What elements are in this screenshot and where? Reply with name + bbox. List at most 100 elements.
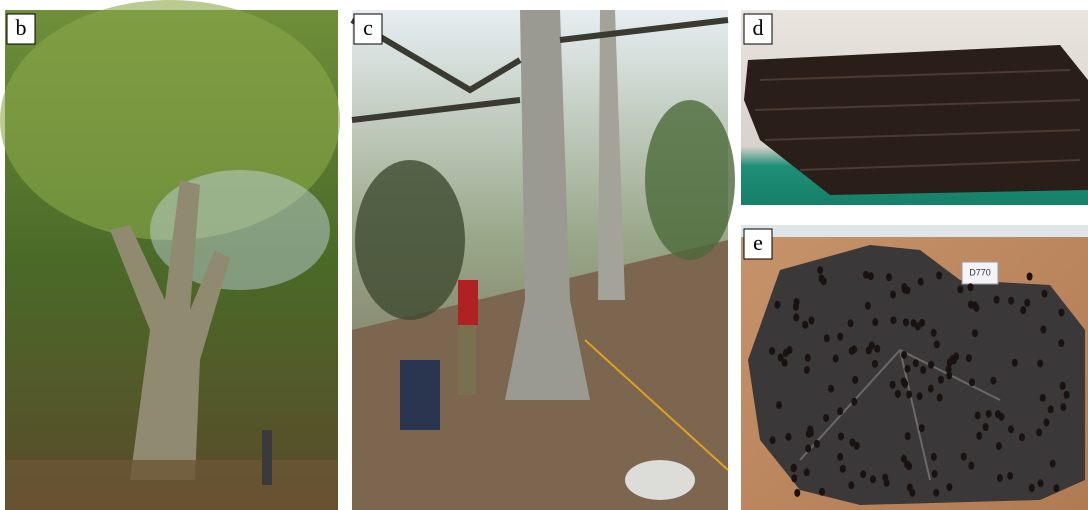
hole (1043, 419, 1049, 427)
hole (917, 392, 923, 400)
hole (997, 474, 1003, 482)
panel-d: d (741, 10, 1088, 205)
hole (953, 352, 959, 360)
panel-b: b (0, 0, 340, 510)
hole (995, 410, 1001, 418)
hole (783, 349, 789, 357)
hole (946, 483, 952, 491)
hole (1029, 484, 1035, 492)
hole (819, 488, 825, 496)
hole (928, 385, 934, 393)
hole (778, 354, 784, 362)
hole (968, 283, 974, 291)
hole (919, 424, 925, 432)
hole (1037, 360, 1043, 368)
panel-c: c (352, 10, 735, 510)
person-kneeling (400, 360, 440, 430)
hole (837, 453, 843, 461)
person (262, 430, 272, 485)
hole (848, 481, 854, 489)
hole (776, 401, 782, 409)
hole (928, 361, 934, 369)
hole (936, 271, 942, 279)
hole (833, 355, 839, 363)
hole (903, 318, 909, 326)
hole (872, 360, 878, 368)
hole (868, 272, 874, 280)
hole (807, 426, 813, 434)
hole (1008, 425, 1014, 433)
hole (1027, 273, 1033, 281)
hole (1058, 309, 1064, 317)
hole (840, 465, 846, 473)
hole (852, 376, 858, 384)
hole (918, 278, 924, 286)
hole (1060, 403, 1066, 411)
hole (901, 351, 907, 359)
hole (851, 398, 857, 406)
hole (902, 285, 908, 293)
hole (1060, 382, 1066, 390)
hole (975, 412, 981, 420)
hole (848, 319, 854, 327)
hole (838, 432, 844, 440)
hole (869, 342, 875, 350)
hole (890, 381, 896, 389)
hole (961, 453, 967, 461)
hole (785, 433, 791, 441)
hole (972, 329, 978, 337)
hole (851, 345, 857, 353)
hole (886, 273, 892, 281)
hole (804, 468, 810, 476)
hole (968, 462, 974, 470)
hole (968, 301, 974, 309)
person-legs (458, 325, 476, 395)
figure: b c d D770 e (0, 0, 1088, 510)
hole (837, 333, 843, 341)
hole (937, 394, 943, 402)
ground (5, 460, 338, 510)
hole (934, 340, 940, 348)
hole (913, 359, 919, 367)
hole (932, 470, 938, 478)
hole (1053, 484, 1059, 492)
rock (625, 460, 695, 500)
hole (1007, 472, 1013, 480)
hole (818, 274, 824, 282)
tree (645, 100, 735, 260)
hole (938, 376, 944, 384)
hole (890, 291, 896, 299)
hole (824, 334, 830, 342)
hole (1036, 428, 1042, 436)
hole (823, 414, 829, 422)
hole (1040, 394, 1046, 402)
panel-e: D770 e (741, 225, 1088, 510)
hole (882, 474, 888, 482)
hole (904, 365, 910, 373)
hole (794, 489, 800, 497)
hole (1019, 433, 1025, 441)
hole (905, 432, 911, 440)
hole (976, 432, 982, 440)
hole (794, 298, 800, 306)
hole (865, 302, 871, 310)
hole (946, 372, 952, 380)
hole (996, 442, 1002, 450)
hole (904, 460, 910, 468)
hole (994, 296, 1000, 304)
hole (895, 390, 901, 398)
page: b c d D770 e (() => { const data = (0, 0, 1088, 510)
hole (986, 410, 992, 418)
hole (1020, 306, 1026, 314)
hole (837, 407, 843, 415)
hole (901, 378, 907, 386)
hole (1040, 326, 1046, 334)
hole (909, 489, 915, 497)
small-tree (355, 160, 465, 320)
hole (1050, 460, 1056, 468)
hole (860, 470, 866, 478)
hole (973, 304, 979, 312)
hole (1064, 391, 1070, 399)
hole (805, 354, 811, 362)
hole (1024, 299, 1030, 307)
